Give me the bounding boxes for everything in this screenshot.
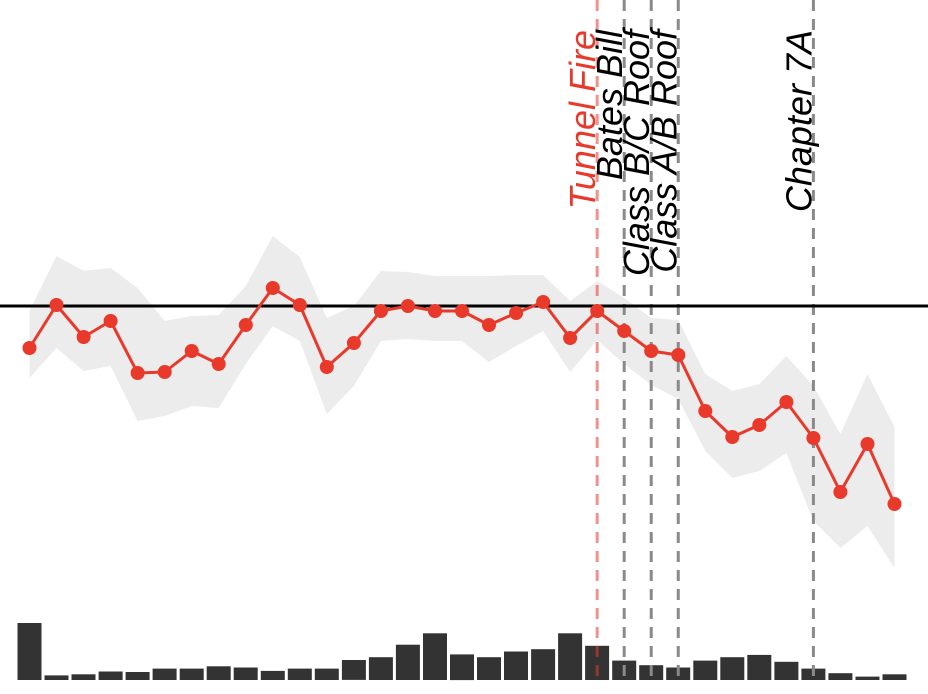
data-point (400, 299, 415, 313)
data-point (590, 304, 605, 318)
event-label: Bates Bill (589, 29, 630, 180)
bar (287, 668, 312, 680)
event-label: Class A/B Roof (643, 26, 684, 273)
bar (314, 668, 339, 680)
bar (44, 675, 69, 680)
confidence-band (29, 236, 895, 568)
bar (125, 672, 150, 680)
event-label: Chapter 7A (778, 30, 819, 212)
bar (206, 666, 231, 680)
data-point (779, 395, 794, 409)
data-point (806, 431, 821, 445)
data-point (644, 344, 659, 358)
data-point (184, 344, 199, 358)
bar (368, 657, 393, 680)
data-point (319, 360, 334, 374)
data-point (887, 497, 902, 511)
event-label: Tunnel Fire (562, 30, 603, 209)
data-point (130, 366, 145, 380)
bar-layer (17, 623, 907, 681)
data-point (617, 324, 632, 338)
bar (341, 660, 366, 680)
bar (828, 673, 853, 680)
data-point (482, 318, 496, 332)
bar (233, 667, 258, 680)
data-point (860, 437, 875, 451)
bar (395, 644, 420, 680)
bar (720, 657, 745, 680)
data-point (455, 304, 469, 318)
data-point (157, 365, 172, 379)
event-label: Class B/C Roof (616, 26, 657, 276)
data-point (509, 306, 524, 320)
data-point (833, 485, 848, 499)
data-point (563, 331, 578, 345)
data-point (103, 314, 118, 328)
data-point (671, 348, 686, 362)
bar (693, 660, 718, 680)
bar (423, 633, 447, 680)
bar (179, 668, 204, 680)
data-point (428, 304, 442, 318)
data-point (211, 357, 226, 371)
series-point-layer (22, 281, 902, 511)
data-point (265, 281, 280, 295)
bar (504, 651, 528, 680)
data-point (373, 304, 388, 318)
data-point (76, 330, 91, 344)
confidence-band-layer (29, 236, 895, 568)
bar (98, 671, 123, 680)
data-point (22, 341, 37, 355)
data-point (292, 298, 307, 312)
bar (17, 623, 42, 680)
bar (260, 670, 285, 680)
data-point (725, 430, 740, 444)
data-point (752, 418, 767, 432)
data-point (698, 404, 713, 418)
bar (774, 661, 799, 680)
bar (882, 674, 907, 680)
data-point (536, 295, 551, 309)
data-point (238, 318, 253, 332)
data-point (49, 298, 64, 312)
bar (71, 674, 96, 680)
bar (558, 633, 583, 680)
data-point (346, 336, 361, 350)
bar (477, 657, 501, 680)
bar (855, 676, 880, 680)
bar (531, 649, 556, 680)
bar (747, 654, 772, 680)
bar (152, 668, 177, 680)
bar (450, 654, 474, 681)
